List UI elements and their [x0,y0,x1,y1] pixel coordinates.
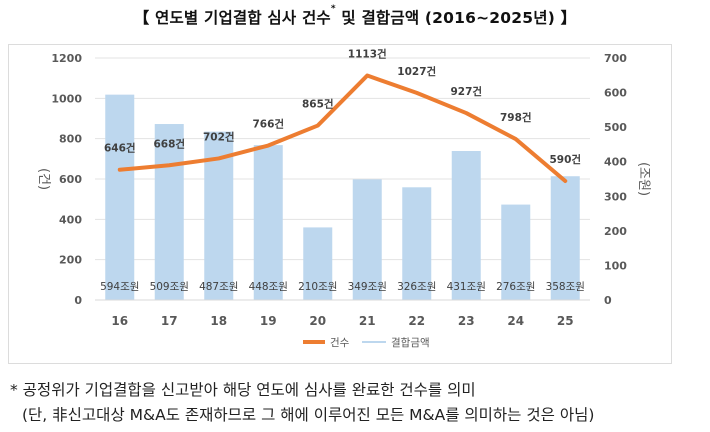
chart-title: 【 연도별 기업결합 심사 건수* 및 결합금액 (2016~2025년) 】 [0,4,710,28]
legend-label-결합금액: 결합금액 [391,337,430,349]
title-asterisk: * [330,4,336,14]
y-left-tick-label: 1200 [51,52,82,65]
line-data-label: 766건 [252,118,284,131]
x-tick-label: 16 [111,314,128,328]
y-left-tick-label: 1000 [51,92,82,105]
y-right-tick-label: 400 [604,156,627,169]
bar-data-label: 509조원 [150,281,189,293]
x-tick-label: 24 [507,314,524,328]
x-tick-label: 19 [260,314,277,328]
bar-data-label: 210조원 [298,281,337,293]
legend-swatch-건수 [303,340,325,344]
bar-data-label: 487조원 [199,281,238,293]
x-tick-label: 23 [458,314,475,328]
x-tick-label: 25 [557,314,574,328]
bar-21 [352,179,382,300]
bar-23 [451,150,481,300]
bar-19 [253,145,283,300]
y-right-tick-label: 500 [604,121,627,134]
y-left-tick-label: 0 [74,294,82,307]
line-data-label: 798건 [500,111,532,124]
y-left-tick-label: 400 [59,213,82,226]
line-data-label: 668건 [153,137,185,150]
line-data-label: 1113건 [348,48,387,61]
bar-25 [550,176,580,300]
chart-frame [8,44,672,364]
x-tick-label: 21 [359,314,376,328]
bar-data-label: 349조원 [348,281,387,293]
y-right-axis-title: (조원) [636,162,651,196]
bar-20 [303,227,333,300]
line-data-label: 590건 [549,153,581,166]
bar-data-label: 326조원 [397,281,436,293]
x-tick-label: 17 [161,314,178,328]
y-right-tick-label: 300 [604,190,627,203]
bar-24 [501,204,531,300]
x-tick-label: 22 [408,314,425,328]
title-suffix: 및 결합금액 (2016~2025년) 】 [335,9,577,27]
y-right-tick-label: 700 [604,52,627,65]
line-data-label: 865건 [302,98,334,111]
y-right-tick-label: 100 [604,259,627,272]
y-left-axis-title: (건) [36,168,51,190]
bar-data-label: 594조원 [100,281,139,293]
bar-data-label: 358조원 [546,281,585,293]
y-left-tick-label: 600 [59,173,82,186]
y-left-tick-label: 200 [59,254,82,267]
bar-17 [154,124,184,300]
line-data-label: 927건 [450,85,482,98]
bar-16 [105,94,135,300]
title-prefix: 【 연도별 기업결합 심사 건수 [133,9,331,27]
legend-swatch-결합금액 [362,341,386,343]
footnote-line-1: * 공정위가 기업결합을 신고받아 해당 연도에 심사를 완료한 건수를 의미 [10,381,476,399]
legend-label-건수: 건수 [330,337,350,349]
line-series-건수 [117,73,568,184]
line-data-label: 1027건 [397,65,436,78]
bar-data-label: 276조원 [496,281,535,293]
y-right-tick-label: 0 [604,294,612,307]
y-right-tick-label: 200 [604,225,627,238]
y-right-tick-label: 600 [604,87,627,100]
line-data-label: 702건 [203,130,235,143]
line-data-label: 646건 [104,142,136,155]
bar-22 [402,187,432,300]
footnote-line-2: (단, 非신고대상 M&A도 존재하므로 그 해에 이루어진 모든 M&A를 의… [22,406,595,424]
bar-data-label: 448조원 [249,281,288,293]
y-left-tick-label: 800 [59,133,82,146]
bar-data-label: 431조원 [447,281,486,293]
x-tick-label: 18 [210,314,227,328]
x-tick-label: 20 [309,314,326,328]
